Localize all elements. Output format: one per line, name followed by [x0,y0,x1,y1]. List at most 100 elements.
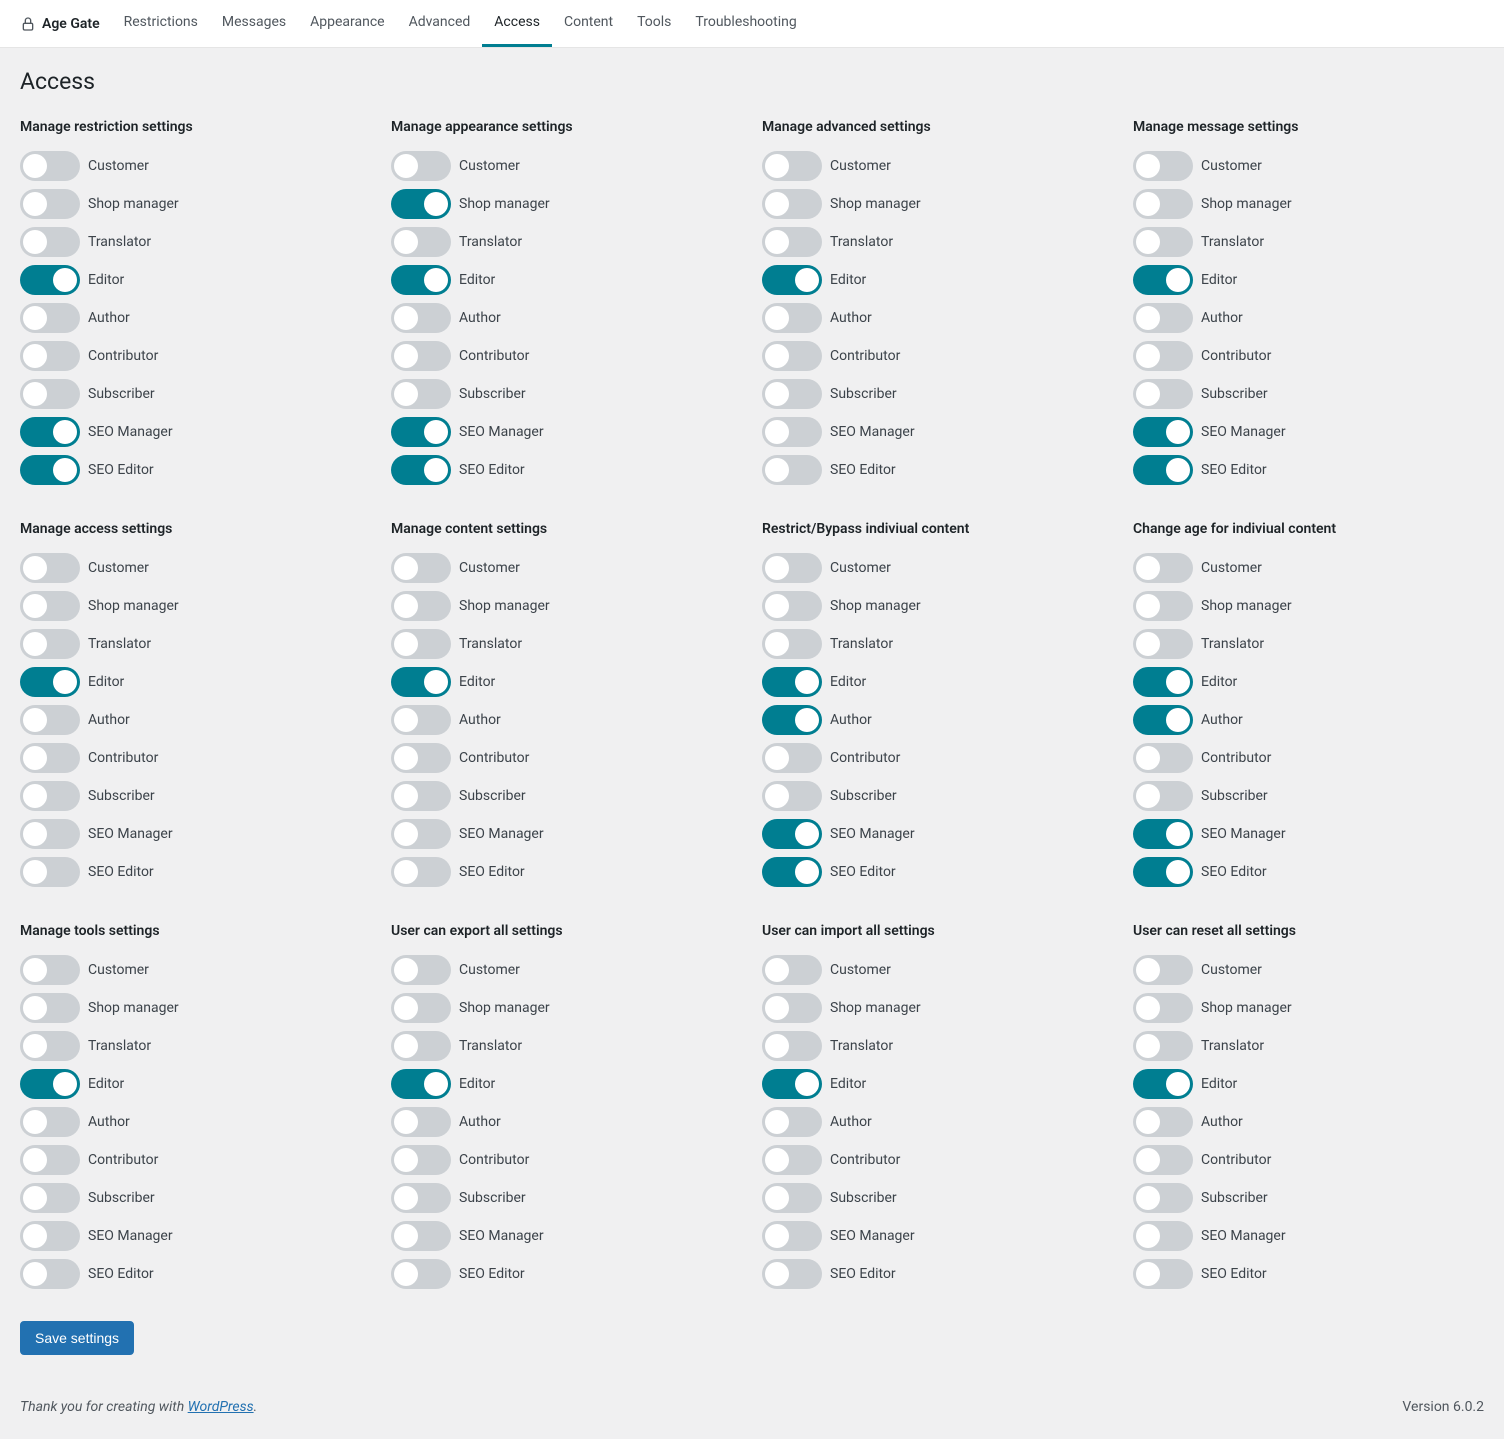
toggle-switch[interactable] [391,667,451,697]
toggle-switch[interactable] [20,705,80,735]
toggle-switch[interactable] [1133,781,1193,811]
wordpress-link[interactable]: WordPress [188,1399,254,1415]
toggle-switch[interactable] [391,955,451,985]
toggle-switch[interactable] [1133,227,1193,257]
toggle-switch[interactable] [1133,819,1193,849]
toggle-switch[interactable] [1133,189,1193,219]
toggle-switch[interactable] [20,303,80,333]
tab-access[interactable]: Access [482,0,552,47]
toggle-switch[interactable] [391,455,451,485]
toggle-switch[interactable] [762,189,822,219]
toggle-switch[interactable] [391,151,451,181]
toggle-switch[interactable] [762,455,822,485]
toggle-switch[interactable] [1133,1031,1193,1061]
toggle-switch[interactable] [1133,303,1193,333]
toggle-switch[interactable] [20,189,80,219]
toggle-switch[interactable] [20,1221,80,1251]
toggle-switch[interactable] [20,955,80,985]
toggle-switch[interactable] [762,629,822,659]
toggle-switch[interactable] [1133,629,1193,659]
tab-restrictions[interactable]: Restrictions [112,0,210,47]
toggle-switch[interactable] [762,1259,822,1289]
toggle-switch[interactable] [762,553,822,583]
toggle-switch[interactable] [1133,1145,1193,1175]
toggle-switch[interactable] [391,265,451,295]
toggle-switch[interactable] [762,1069,822,1099]
toggle-switch[interactable] [762,819,822,849]
toggle-switch[interactable] [391,303,451,333]
toggle-switch[interactable] [391,781,451,811]
toggle-switch[interactable] [391,1259,451,1289]
toggle-switch[interactable] [20,743,80,773]
toggle-switch[interactable] [1133,455,1193,485]
toggle-switch[interactable] [20,857,80,887]
toggle-switch[interactable] [762,1031,822,1061]
toggle-switch[interactable] [391,705,451,735]
toggle-switch[interactable] [20,781,80,811]
toggle-switch[interactable] [391,1107,451,1137]
toggle-switch[interactable] [1133,857,1193,887]
toggle-switch[interactable] [391,857,451,887]
toggle-switch[interactable] [20,417,80,447]
toggle-switch[interactable] [20,553,80,583]
tab-tools[interactable]: Tools [625,0,683,47]
toggle-switch[interactable] [762,705,822,735]
toggle-switch[interactable] [20,455,80,485]
toggle-switch[interactable] [762,341,822,371]
toggle-switch[interactable] [1133,151,1193,181]
toggle-switch[interactable] [391,417,451,447]
tab-messages[interactable]: Messages [210,0,298,47]
toggle-switch[interactable] [762,265,822,295]
toggle-switch[interactable] [20,341,80,371]
toggle-switch[interactable] [1133,417,1193,447]
toggle-switch[interactable] [762,667,822,697]
tab-troubleshooting[interactable]: Troubleshooting [683,0,808,47]
toggle-switch[interactable] [1133,1069,1193,1099]
tab-content[interactable]: Content [552,0,625,47]
toggle-switch[interactable] [762,591,822,621]
toggle-switch[interactable] [762,955,822,985]
toggle-switch[interactable] [1133,379,1193,409]
toggle-switch[interactable] [1133,1183,1193,1213]
toggle-switch[interactable] [20,151,80,181]
toggle-switch[interactable] [1133,341,1193,371]
toggle-switch[interactable] [762,1221,822,1251]
toggle-switch[interactable] [762,1145,822,1175]
toggle-switch[interactable] [391,1183,451,1213]
toggle-switch[interactable] [20,1183,80,1213]
toggle-switch[interactable] [1133,955,1193,985]
toggle-switch[interactable] [20,1259,80,1289]
toggle-switch[interactable] [20,1145,80,1175]
tab-advanced[interactable]: Advanced [397,0,483,47]
toggle-switch[interactable] [20,993,80,1023]
toggle-switch[interactable] [762,993,822,1023]
toggle-switch[interactable] [391,553,451,583]
toggle-switch[interactable] [391,1145,451,1175]
toggle-switch[interactable] [1133,705,1193,735]
toggle-switch[interactable] [1133,743,1193,773]
toggle-switch[interactable] [391,993,451,1023]
toggle-switch[interactable] [20,1031,80,1061]
toggle-switch[interactable] [762,227,822,257]
toggle-switch[interactable] [762,417,822,447]
toggle-switch[interactable] [391,591,451,621]
toggle-switch[interactable] [20,629,80,659]
toggle-switch[interactable] [20,819,80,849]
toggle-switch[interactable] [1133,265,1193,295]
toggle-switch[interactable] [20,667,80,697]
save-button[interactable]: Save settings [20,1321,134,1355]
toggle-switch[interactable] [20,265,80,295]
toggle-switch[interactable] [20,1069,80,1099]
toggle-switch[interactable] [391,379,451,409]
toggle-switch[interactable] [762,781,822,811]
toggle-switch[interactable] [391,1031,451,1061]
toggle-switch[interactable] [762,1183,822,1213]
toggle-switch[interactable] [20,227,80,257]
toggle-switch[interactable] [391,189,451,219]
toggle-switch[interactable] [762,151,822,181]
toggle-switch[interactable] [1133,1259,1193,1289]
toggle-switch[interactable] [391,341,451,371]
toggle-switch[interactable] [1133,667,1193,697]
toggle-switch[interactable] [762,1107,822,1137]
tab-appearance[interactable]: Appearance [298,0,396,47]
